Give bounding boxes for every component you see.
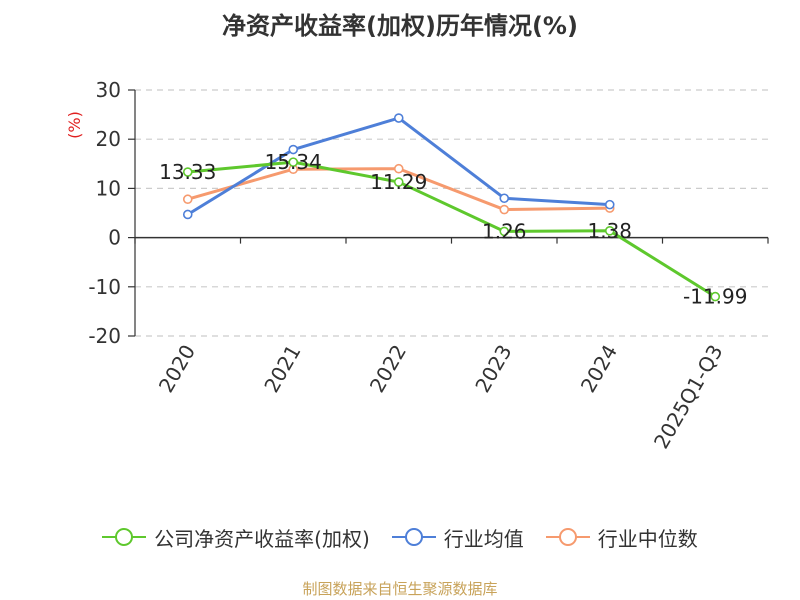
legend-swatch bbox=[545, 528, 590, 546]
data-point bbox=[393, 113, 404, 123]
data-source-note: 制图数据来自恒生聚源数据库 bbox=[302, 580, 498, 598]
legend-item[interactable]: 行业均值 bbox=[391, 523, 524, 552]
data-label: 11.29 bbox=[370, 170, 427, 194]
chart-legend: 公司净资产收益率(加权) 行业均值 行业中位数 bbox=[0, 520, 800, 554]
legend-swatch bbox=[391, 528, 436, 546]
data-point bbox=[182, 167, 193, 177]
data-point bbox=[604, 226, 615, 236]
legend-swatch-marker bbox=[115, 528, 134, 546]
legend-swatch bbox=[102, 528, 147, 546]
chart-title: 净资产收益率(加权)历年情况(%) bbox=[222, 12, 578, 40]
x-tick-label: 2021 bbox=[259, 341, 305, 397]
line-chart: 30 20 10 0 -10 -20 (%) 2020 2021 2022 2023 2024 2025… bbox=[65, 78, 769, 453]
legend-label: 行业均值 bbox=[443, 526, 524, 551]
x-tick-label: 2023 bbox=[470, 341, 516, 397]
x-tick-label: 2024 bbox=[576, 341, 622, 397]
data-point bbox=[288, 144, 299, 155]
data-label: 15.34 bbox=[265, 150, 322, 174]
series-line bbox=[187, 160, 717, 298]
y-axis-label: (%) bbox=[65, 111, 84, 139]
data-point bbox=[604, 199, 615, 210]
data-point bbox=[499, 193, 510, 204]
legend-item[interactable]: 行业中位数 bbox=[545, 523, 698, 552]
data-point bbox=[182, 209, 193, 220]
legend-item[interactable]: 公司净资产收益率(加权) bbox=[102, 523, 370, 552]
data-label: 13.33 bbox=[159, 160, 216, 184]
legend-swatch-marker bbox=[404, 528, 423, 546]
y-tick-label: -10 bbox=[88, 275, 121, 299]
y-tick-label: 30 bbox=[96, 78, 121, 102]
data-point bbox=[710, 291, 721, 302]
x-tick-label: 2020 bbox=[154, 341, 200, 397]
data-point bbox=[393, 163, 404, 174]
y-tick-label: 10 bbox=[96, 176, 121, 200]
data-point bbox=[499, 226, 510, 237]
data-label: 1.38 bbox=[587, 219, 632, 243]
data-point bbox=[393, 177, 404, 187]
y-tick-label: -20 bbox=[88, 324, 121, 348]
y-tick-label: 0 bbox=[108, 226, 121, 250]
data-label: 1.26 bbox=[482, 219, 527, 243]
y-tick-label: 20 bbox=[96, 127, 121, 151]
data-point bbox=[499, 204, 510, 215]
x-tick-label: 2022 bbox=[365, 341, 411, 397]
legend-swatch-marker bbox=[558, 528, 577, 546]
x-tick-label: 2025Q1-Q3 bbox=[649, 341, 728, 453]
legend-label: 公司净资产收益率(加权) bbox=[154, 526, 370, 551]
legend-label: 行业中位数 bbox=[597, 526, 698, 551]
data-label: -11.99 bbox=[683, 285, 747, 309]
data-point bbox=[288, 157, 299, 167]
data-point bbox=[182, 194, 193, 205]
